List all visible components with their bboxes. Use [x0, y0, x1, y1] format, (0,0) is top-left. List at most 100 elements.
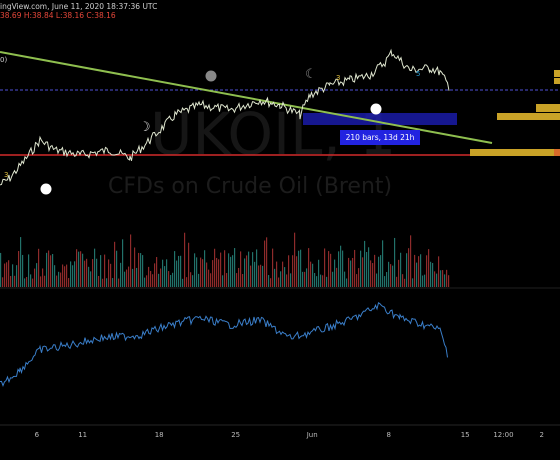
volume-bar [318, 259, 320, 287]
volume-bar [374, 254, 376, 287]
volume-bar [132, 268, 134, 287]
volume-bar [284, 267, 286, 287]
volume-bar [6, 262, 8, 287]
volume-bar [404, 278, 406, 287]
volume-bar [66, 264, 68, 287]
volume-bar [342, 250, 344, 287]
volume-bar [8, 260, 10, 287]
volume-bar [216, 257, 218, 287]
volume-bar [104, 254, 106, 287]
volume-bar [164, 266, 166, 287]
volume-bar [26, 276, 28, 287]
volume-bar [244, 258, 246, 287]
volume-bar [192, 275, 194, 287]
volume-bar [270, 278, 272, 287]
volume-bar [294, 232, 296, 287]
volume-bar [326, 276, 328, 287]
volume-bar [398, 259, 400, 287]
time-axis-label: 8 [386, 431, 391, 439]
volume-bar [304, 271, 306, 287]
volume-bar [390, 264, 392, 287]
volume-bar [128, 266, 130, 287]
volume-bar [376, 273, 378, 287]
volume-bar [110, 263, 112, 287]
crescent-moon-icon[interactable]: ☽ [139, 120, 151, 135]
volume-bar [406, 253, 408, 287]
volume-bar [106, 278, 108, 287]
volume-bar [306, 268, 308, 287]
volume-bar [256, 249, 258, 287]
volume-bar [58, 271, 60, 287]
volume-bar [120, 262, 122, 287]
volume-bar [266, 237, 268, 287]
order-block-6[interactable] [554, 149, 560, 156]
volume-bar [180, 255, 182, 287]
volume-bar [206, 262, 208, 287]
volume-bar [336, 267, 338, 287]
volume-bar [298, 250, 300, 287]
volume-bar [124, 271, 126, 287]
volume-bar [364, 240, 366, 287]
volume-bar [430, 261, 432, 287]
volume-bar [100, 255, 102, 287]
volume-bar [194, 253, 196, 287]
volume-bar [72, 265, 74, 287]
volume-bar [76, 249, 78, 287]
volume-bar [316, 276, 318, 287]
volume-bar [80, 251, 82, 287]
order-block-5[interactable] [470, 149, 554, 156]
descending-trendline[interactable] [0, 51, 493, 144]
volume-bar [240, 251, 242, 287]
volume-bar [158, 273, 160, 287]
volume-bar [228, 253, 230, 287]
volume-bar [214, 248, 216, 287]
volume-bar [368, 247, 370, 287]
volume-bar [382, 240, 384, 287]
order-block-2[interactable] [554, 78, 560, 84]
volume-bar [422, 275, 424, 287]
volume-bar [208, 269, 210, 287]
full-moon-icon[interactable] [370, 103, 382, 115]
volume-bar [258, 265, 260, 287]
volume-bar [166, 259, 168, 287]
volume-bar [358, 268, 360, 287]
volume-bar [160, 268, 162, 287]
volume-bar [50, 255, 52, 287]
volume-bar [280, 271, 282, 287]
volume-bar [392, 265, 394, 287]
volume-bar [146, 275, 148, 287]
volume-bar [352, 257, 354, 287]
volume-bar [188, 242, 190, 287]
crescent-moon-icon[interactable]: ☾ [305, 67, 317, 82]
order-block-1[interactable] [554, 70, 560, 77]
volume-bar [212, 260, 214, 287]
volume-bar [176, 260, 178, 287]
volume-bar [232, 255, 234, 287]
volume-bar [38, 248, 40, 287]
volume-bar [64, 266, 66, 287]
new-moon-icon[interactable] [205, 70, 217, 82]
order-block-4[interactable] [497, 113, 560, 120]
order-block-3[interactable] [536, 104, 560, 112]
volume-bar [428, 249, 430, 287]
volume-bar [272, 248, 274, 287]
volume-bar [346, 278, 348, 287]
volume-bar [20, 237, 22, 287]
volume-bar [152, 274, 154, 287]
time-axis-label: 25 [231, 431, 241, 439]
volume-bar [220, 252, 222, 287]
full-moon-icon[interactable] [40, 183, 52, 195]
volume-bar [292, 255, 294, 287]
volume-bar [334, 259, 336, 287]
volume-bar [238, 267, 240, 287]
volume-bar [30, 274, 32, 287]
volume-bar [268, 275, 270, 287]
volume-bar [154, 263, 156, 287]
volume-bar [144, 277, 146, 287]
volume-bar [260, 264, 262, 287]
volume-bar [314, 273, 316, 287]
volume-bar [412, 278, 414, 287]
volume-bar [274, 268, 276, 287]
